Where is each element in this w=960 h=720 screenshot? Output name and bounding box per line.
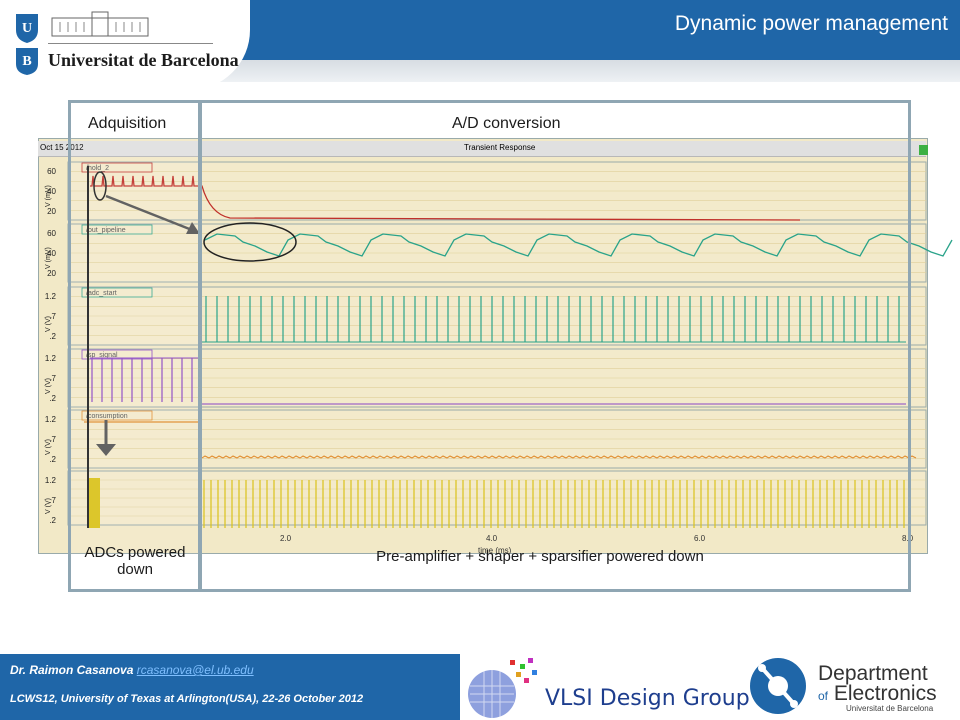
y-tick-label: 1.2 <box>45 354 57 363</box>
y-tick-label: 60 <box>47 229 56 238</box>
arrow-head <box>186 222 200 234</box>
y-tick-label: 60 <box>47 167 56 176</box>
y-tick-label: .2 <box>49 516 56 525</box>
y-tick-label: .2 <box>49 455 56 464</box>
signal-label: /adc_start <box>86 290 117 297</box>
y-axis-label: V (V) <box>45 439 52 455</box>
department-university: Universitat de Barcelona <box>846 704 934 713</box>
y-tick-label: .7 <box>49 496 56 505</box>
footer-bar <box>0 654 460 720</box>
signal-tag <box>81 224 153 235</box>
hold-trace <box>90 175 801 221</box>
building-icon <box>51 11 149 37</box>
department-of: of <box>818 689 829 703</box>
adcs-caption: ADCs powered down <box>84 544 186 578</box>
y-tick-label: 20 <box>47 207 56 216</box>
highlight-ellipse <box>93 171 107 201</box>
email-link[interactable]: rcasanova@el.ub.edu <box>136 663 254 677</box>
svg-text:U: U <box>22 21 32 36</box>
x-tick: 4.0 <box>486 534 498 543</box>
highlight-ellipse <box>203 222 297 262</box>
y-tick-label: 1.2 <box>45 415 57 424</box>
x-tick: 6.0 <box>694 534 706 543</box>
electronics-logo-icon <box>750 658 806 714</box>
department-line2: of Electronics <box>818 682 937 706</box>
signal-label: /hold_2 <box>86 165 109 172</box>
simulation-date: Oct 15 2012 <box>40 143 84 152</box>
y-tick-label: 1.2 <box>45 292 57 301</box>
department-line1: Department <box>818 662 928 685</box>
simulation-header: Oct 15 2012 Transient Response <box>38 141 926 157</box>
signal-label: /sp_signal <box>86 352 118 359</box>
arrow-line <box>105 194 193 232</box>
logo-name: Universitat de Barcelona <box>48 50 239 70</box>
conference-text: LCWS12, University of Texas at Arlington… <box>10 693 364 705</box>
x-axis-label: time (ms) <box>478 546 512 555</box>
vlsi-group-name: VLSI Design Group <box>545 686 750 711</box>
signal-tag <box>81 162 153 173</box>
university-logo: U B Universitat de Barcelona <box>0 0 250 90</box>
pipeline-trace <box>204 233 953 257</box>
y-axis-label: V (V) <box>45 498 52 514</box>
conversion-label: A/D conversion <box>452 115 561 132</box>
header-stripe <box>0 60 960 82</box>
conversion-region <box>199 100 911 592</box>
signal-tag <box>81 287 153 298</box>
y-tick-label: .7 <box>49 312 56 321</box>
acquisition-region <box>68 100 201 592</box>
y-axis-label: V (mV) <box>45 247 52 269</box>
signal-tag <box>81 349 153 360</box>
simulation-title: Transient Response <box>464 143 536 152</box>
logo-rule <box>48 43 213 44</box>
x-tick: 8.0 <box>902 534 914 543</box>
y-tick-label: .2 <box>49 332 56 341</box>
status-tag <box>919 145 928 155</box>
svg-text:B: B <box>22 54 31 69</box>
y-tick-label: .7 <box>49 435 56 444</box>
logo-b-icon: B <box>16 48 38 75</box>
signal-label: /out_pipeline <box>86 227 126 234</box>
y-tick-label: .2 <box>49 394 56 403</box>
consumption-trace <box>201 455 917 459</box>
yellow-block <box>88 478 100 528</box>
slide-title: Dynamic power management <box>674 12 948 35</box>
footer-author: Dr. Raimon Casanova rcasanova@el.ub.edu <box>10 663 254 677</box>
department-name: Electronics <box>833 682 937 705</box>
author-name: Dr. Raimon Casanova <box>10 663 134 677</box>
preamp-caption: Pre-amplifier + shaper + sparsifier powe… <box>376 548 704 565</box>
down-arrow-head <box>96 444 116 456</box>
y-tick-label: 40 <box>47 249 56 258</box>
acquisition-label: Adquisition <box>88 115 167 132</box>
y-tick-label: .7 <box>49 374 56 383</box>
shield-icon: U <box>16 14 38 43</box>
y-tick-label: 1.2 <box>45 476 57 485</box>
vlsi-logo-icon <box>468 658 537 718</box>
signal-label: /consumption <box>86 413 128 420</box>
y-axis-label: V (mV) <box>45 185 52 207</box>
y-axis-label: V (V) <box>45 316 52 332</box>
y-tick-label: 20 <box>47 269 56 278</box>
y-tick-label: 40 <box>47 187 56 196</box>
y-axis-label: V (V) <box>45 378 52 394</box>
signal-tag <box>81 410 153 421</box>
x-tick: 2.0 <box>280 534 292 543</box>
